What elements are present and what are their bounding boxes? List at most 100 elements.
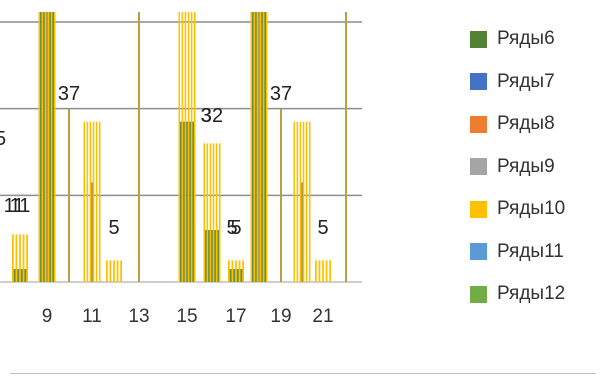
legend-item: Ряды11 — [470, 235, 600, 269]
bar-Ряды10-20 — [302, 121, 305, 283]
bar-Ряды10-11 — [98, 121, 101, 283]
bar-Ряды10-11 — [86, 121, 89, 283]
legend-swatch — [470, 73, 487, 90]
thin-bar-20 — [301, 182, 303, 282]
bar-Ряды10-15 — [181, 12, 184, 282]
legend-label: Ряды9 — [497, 155, 555, 177]
bar-Ряды10-16 — [215, 143, 218, 282]
bar-Ряды10-8 — [22, 234, 25, 282]
bar-Ряды10-12 — [109, 260, 112, 282]
bar-Ряды10-9 — [44, 12, 47, 282]
legend-item: Ряды10 — [470, 192, 600, 226]
bar-Ряды10-16 — [206, 143, 209, 282]
bar-Ряды10-17 — [235, 260, 237, 282]
data-label: 37 — [270, 83, 292, 105]
bar-Ряды10-8 — [26, 234, 28, 282]
x-tick-label: 13 — [128, 306, 149, 327]
bar-Ряды6-15 — [179, 121, 195, 283]
legend-swatch — [470, 243, 487, 260]
x-tick-label: 15 — [176, 306, 197, 327]
bar-Ряды10-18 — [265, 12, 268, 282]
bar-Ряды10-15 — [184, 12, 187, 282]
bar-Ряды10-12 — [116, 260, 119, 282]
bar-Ряды10-9 — [50, 12, 53, 282]
bar-Ряды10-12 — [106, 260, 108, 282]
legend-label: Ряды12 — [497, 283, 566, 304]
bar-Ряды10-15 — [193, 12, 196, 282]
bar-Ряды10-15 — [187, 12, 190, 282]
bar-Ряды10-8 — [12, 234, 14, 282]
bar-Ряды10-16 — [212, 143, 215, 282]
data-label: 37 — [58, 83, 80, 105]
legend-swatch — [470, 158, 487, 175]
bar-Ряды10-18 — [259, 12, 262, 282]
x-tick-label: 11 — [82, 306, 102, 327]
legend-item: Ряды6 — [470, 22, 600, 56]
x-tick-label: 9 — [42, 306, 53, 327]
x-tick-label: 17 — [225, 306, 246, 327]
bar-Ряды10-16 — [203, 143, 206, 282]
bar-Ряды10-21 — [318, 260, 321, 282]
bar-Ряды10-9 — [38, 12, 41, 282]
bar-Ряды10-18 — [256, 12, 259, 282]
bar-Ряды10-9 — [53, 12, 56, 282]
x-tick-label: 19 — [270, 306, 291, 327]
thin-bar-13 — [138, 12, 140, 282]
data-label: 32 — [201, 105, 223, 127]
thin-bar-22 — [345, 12, 347, 282]
bar-Ряды10-21 — [322, 260, 324, 282]
data-label: 5 — [317, 217, 328, 239]
bar-Ряды10-17 — [228, 260, 230, 282]
thin-bar-19 — [280, 108, 282, 283]
thin-bar-9 — [46, 12, 48, 282]
legend-swatch — [470, 285, 487, 303]
bar-Ряды10-16 — [218, 143, 221, 282]
data-label-partial: 5 — [0, 128, 6, 150]
bar-Ряды10-11 — [89, 121, 92, 283]
chart-plot: 9 11 13 15 17 19 21 11 37 5 32 5 37 5 3 5 11 5 — [0, 12, 362, 327]
bar-Ряды10-20 — [296, 121, 299, 283]
bottom-divider — [10, 373, 596, 374]
bar-Ряды10-12 — [113, 260, 115, 282]
legend-label: Ряды7 — [497, 70, 555, 92]
thin-bar-10 — [68, 108, 70, 283]
legend-label: Ряды6 — [497, 28, 555, 49]
bar-Ряды10-20 — [299, 121, 302, 283]
data-label: 5 — [230, 217, 241, 239]
x-tick-label: 21 — [312, 306, 333, 327]
legend-swatch — [470, 115, 487, 133]
legend-swatch — [470, 200, 487, 218]
bar-Ряды10-9 — [41, 12, 44, 282]
bar-Ряды10-20 — [305, 121, 308, 283]
bar-Ряды10-15 — [190, 12, 193, 282]
bar-Ряды10-9 — [47, 12, 50, 282]
data-label: 5 — [108, 217, 119, 239]
data-label: 3 — [200, 105, 211, 127]
legend-item: Ряды12 — [470, 277, 600, 311]
data-label: 5 — [226, 217, 237, 239]
legend-item: Ряды8 — [470, 107, 600, 141]
chart-legend: Ряды6 Ряды7 Ряды8 Ряды9 Ряды10 Ряды11 Ряды12 — [470, 22, 600, 320]
bar-Ряды10-21 — [329, 260, 331, 282]
bar-Ряды10-17 — [238, 260, 241, 282]
bar-Ряды10-17 — [242, 260, 244, 282]
bar-Ряды10-8 — [19, 234, 21, 282]
thin-bar-18 — [258, 12, 260, 282]
bar-Ряды10-21 — [315, 260, 317, 282]
bar-Ряды10-15 — [178, 12, 181, 282]
bar-Ряды6-16 — [204, 230, 220, 282]
data-label: 11 — [10, 195, 31, 217]
thin-bar-11 — [91, 182, 93, 282]
bar-Ряды10-20 — [293, 121, 296, 283]
bar-Ряды10-8 — [15, 234, 18, 282]
data-label: 11 — [4, 195, 25, 217]
bar-Ряды10-20 — [308, 121, 311, 283]
legend-item: Ряды7 — [470, 65, 600, 99]
bar-Ряды10-11 — [92, 121, 95, 283]
bar-Ряды10-18 — [250, 12, 253, 282]
bar-Ряды10-16 — [209, 143, 212, 282]
legend-swatch — [470, 30, 487, 48]
bar-Ряды10-11 — [83, 121, 86, 283]
legend-label: Ряды10 — [497, 198, 566, 219]
bar-Ряды10-12 — [120, 260, 122, 282]
